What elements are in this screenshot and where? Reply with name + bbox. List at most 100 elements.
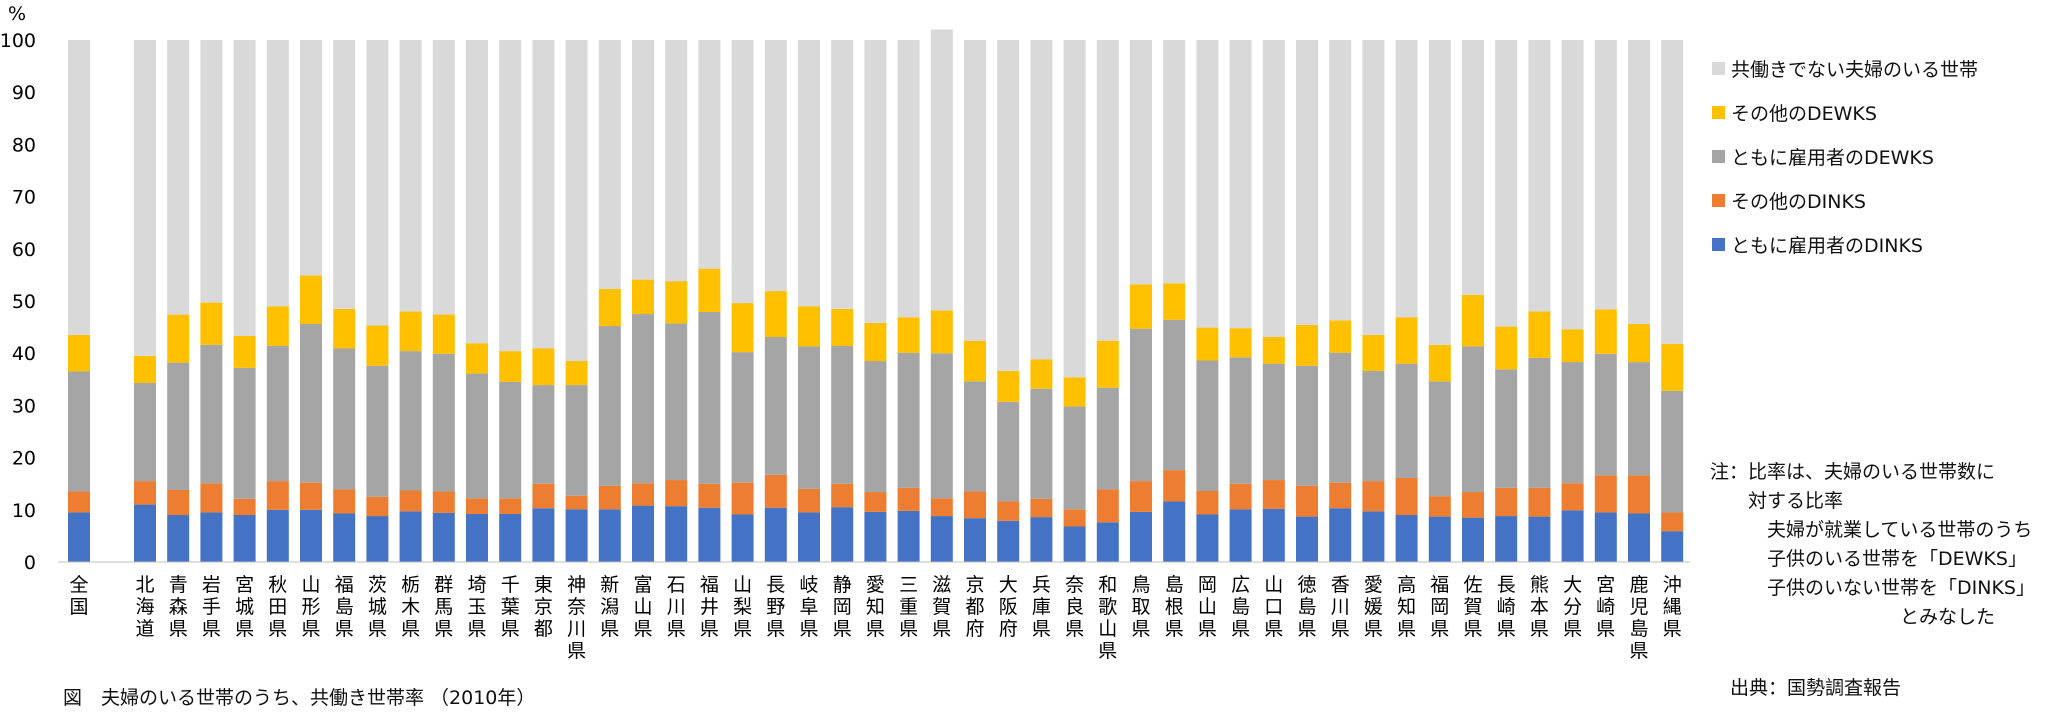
bar-segment xyxy=(1561,510,1584,562)
x-tick-label: 全国 xyxy=(69,574,88,618)
y-tick-label: 50 xyxy=(12,291,36,313)
bar-segment xyxy=(1495,516,1518,562)
bar-segment xyxy=(1096,387,1119,490)
bar-segment xyxy=(1495,369,1518,488)
bar-segment xyxy=(964,40,986,341)
bar-segment xyxy=(466,498,488,514)
x-tick-label: 岐阜県 xyxy=(799,574,818,640)
bar-segment xyxy=(1628,323,1650,363)
bar-segment xyxy=(1661,343,1684,391)
bar-segment xyxy=(1163,319,1186,471)
bar-segment xyxy=(200,344,223,484)
bar-segment xyxy=(897,40,920,318)
bar-segment xyxy=(200,512,223,562)
bar-segment xyxy=(1296,365,1318,486)
bar-segment xyxy=(565,361,588,386)
x-tick-label: 佐賀県 xyxy=(1463,574,1482,640)
bar-segment xyxy=(366,40,389,326)
bar-segment xyxy=(1229,483,1252,510)
x-tick-label: 北海道 xyxy=(135,574,154,640)
bar-segment xyxy=(598,326,621,486)
legend-label: ともに雇用者のDINKS xyxy=(1731,234,1923,257)
bar-segment xyxy=(1661,512,1684,532)
y-tick-label: 0 xyxy=(24,552,36,574)
x-tick-label: 茨城県 xyxy=(368,574,387,640)
bar-segment xyxy=(1262,508,1285,562)
bar-segment xyxy=(930,29,953,311)
bar-segment xyxy=(432,512,455,562)
bar-segment xyxy=(1030,388,1053,499)
bar-segment xyxy=(1063,406,1086,510)
x-tick-label: 滋賀県 xyxy=(932,574,951,640)
x-tick-label: 広島県 xyxy=(1231,574,1250,640)
bar-segment xyxy=(665,281,688,324)
bar-segment xyxy=(1296,325,1318,366)
bar-segment xyxy=(831,40,854,309)
bar-segment xyxy=(399,311,422,352)
bar-segment xyxy=(665,40,688,282)
bar-segment xyxy=(632,279,654,315)
bar-segment xyxy=(1495,326,1518,370)
x-tick-label: 岡山県 xyxy=(1198,574,1217,640)
bar-segment xyxy=(1262,337,1285,364)
bar-segment xyxy=(300,323,322,483)
bar-segment xyxy=(731,303,754,353)
bar-segment xyxy=(1329,482,1352,509)
legend-label: その他のDEWKS xyxy=(1731,102,1877,125)
bar-segment xyxy=(864,511,887,562)
bar-segment xyxy=(1395,515,1418,562)
x-tick-label: 長野県 xyxy=(766,574,785,640)
bar-segment xyxy=(1428,516,1451,562)
x-tick-label: 神奈川県 xyxy=(567,574,586,662)
bar-segment xyxy=(831,345,854,484)
bar-segment xyxy=(333,348,356,490)
bar-segment xyxy=(1594,512,1617,562)
x-tick-label: 島根県 xyxy=(1165,574,1184,640)
legend-label: ともに雇用者のDEWKS xyxy=(1731,146,1934,169)
bar-segment xyxy=(964,491,986,519)
bar-segment xyxy=(1130,284,1152,329)
bar-segment xyxy=(167,362,190,490)
bar-segment xyxy=(864,361,887,493)
bar-segment xyxy=(1362,370,1385,482)
bar-segment xyxy=(897,352,920,488)
bar-segment xyxy=(897,487,920,511)
bar-segment xyxy=(930,516,953,562)
bar-segment xyxy=(665,323,688,481)
bar-segment xyxy=(1628,40,1650,324)
bar-segment xyxy=(532,348,555,386)
bar-segment xyxy=(731,482,754,515)
bar-segment xyxy=(997,520,1020,562)
x-tick-label: 高知県 xyxy=(1397,574,1416,640)
x-tick-label: 新潟県 xyxy=(600,574,619,640)
bar-segment xyxy=(764,474,787,508)
bar-segment xyxy=(432,491,455,513)
bar-segment xyxy=(466,40,488,344)
bar-segment xyxy=(266,40,289,307)
bar-segment xyxy=(68,491,90,513)
bar-segment xyxy=(997,401,1020,502)
bar-segment xyxy=(1395,317,1418,364)
bar-segment xyxy=(930,353,953,499)
bar-segment xyxy=(68,40,90,335)
bar-segment xyxy=(1428,344,1451,382)
bar-segment xyxy=(1462,517,1484,562)
bar-segment xyxy=(1395,363,1418,478)
bar-segment xyxy=(233,515,256,562)
x-tick-label: 埼玉県 xyxy=(467,574,486,640)
x-tick-label: 秋田県 xyxy=(268,574,287,640)
bar-segment xyxy=(1096,489,1119,523)
bar-segment xyxy=(366,365,389,497)
legend-entry: ともに雇用者のDINKS xyxy=(1712,222,1978,266)
bar-segment xyxy=(134,40,156,356)
bar-segment xyxy=(466,343,488,374)
note-line: 対する比率 xyxy=(1710,490,1844,512)
x-tick-label: 宮崎県 xyxy=(1596,574,1615,640)
bar-segment xyxy=(1296,516,1318,562)
bar-segment xyxy=(1196,360,1219,492)
bar-segment xyxy=(598,288,621,327)
source-label: 出典：国勢調査報告 xyxy=(1730,677,1902,699)
note-line: 夫婦が就業している世帯のうち xyxy=(1710,519,2033,541)
bar-segment xyxy=(698,40,721,269)
y-tick-label: 100 xyxy=(0,30,36,52)
